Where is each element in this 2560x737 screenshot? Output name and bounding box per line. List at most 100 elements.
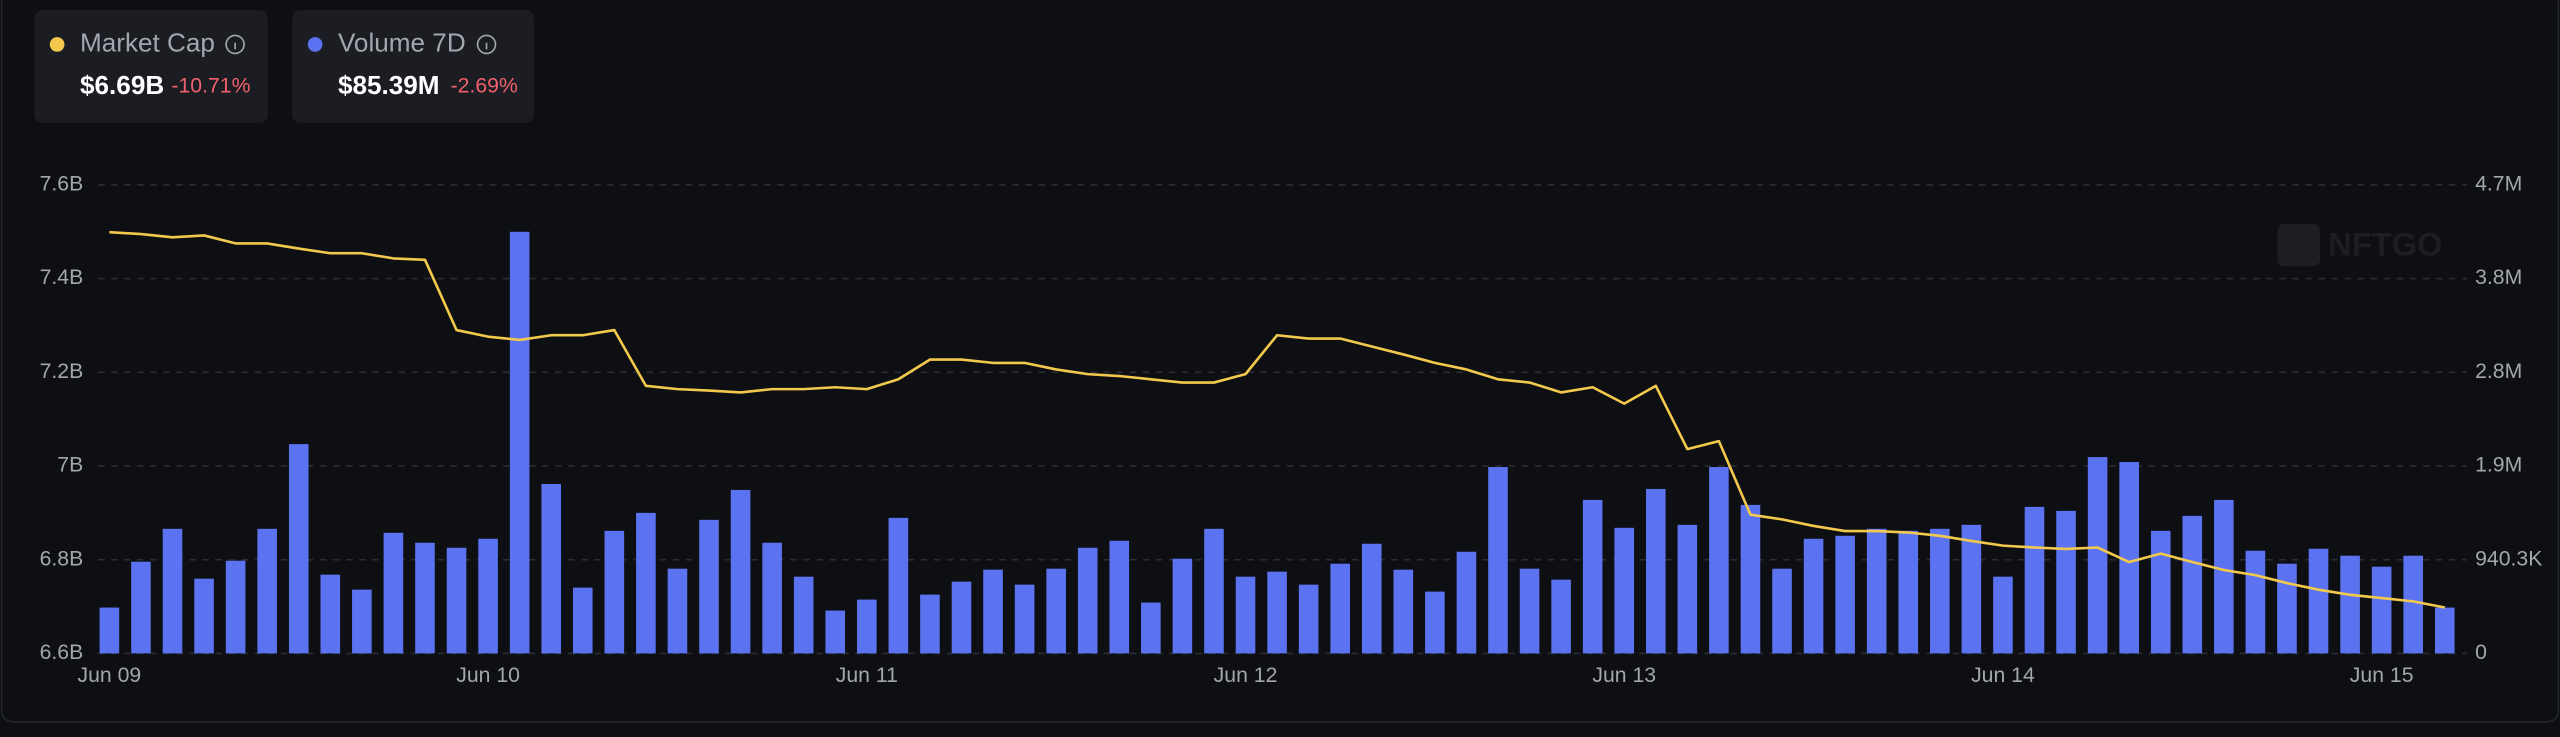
y2-tick-label: 3.8M	[2475, 266, 2522, 289]
bar	[1172, 558, 1193, 654]
bar	[1046, 568, 1066, 654]
card-bg	[292, 10, 534, 123]
x-tick-label: Jun 15	[2350, 664, 2414, 687]
bar	[2308, 548, 2329, 654]
y2-tick-label: 2.8M	[2475, 360, 2522, 383]
bar	[1109, 540, 1130, 654]
legend-dot	[49, 37, 65, 52]
info-icon[interactable]	[225, 34, 245, 55]
y-tick-label: 6.6B	[40, 641, 84, 664]
legend-label: Volume 7D	[338, 27, 466, 57]
bar	[131, 561, 151, 654]
bar	[541, 483, 562, 654]
bar	[1993, 576, 2013, 654]
bar	[509, 231, 530, 654]
bar	[2434, 607, 2455, 654]
bar	[604, 530, 625, 654]
bar	[352, 589, 372, 654]
bar	[857, 599, 877, 654]
y-tick-label: 7.2B	[40, 360, 84, 383]
bar	[1835, 535, 1855, 654]
bar	[572, 587, 593, 654]
watermark: NFTGO	[2328, 225, 2442, 262]
x-tick-label: Jun 12	[1214, 664, 1278, 687]
bar	[762, 542, 782, 654]
bar	[699, 519, 719, 654]
bar	[1361, 543, 1382, 654]
bar	[1645, 488, 1666, 654]
bar	[2182, 515, 2203, 654]
bar	[2087, 457, 2108, 654]
bar	[1740, 504, 1761, 654]
bar	[2024, 506, 2045, 654]
bar	[2214, 499, 2234, 654]
legend-change: -10.71%	[171, 74, 250, 97]
y2-tick-label: 4.7M	[2475, 172, 2522, 195]
bar	[667, 568, 688, 654]
legend-value: $6.69B	[80, 70, 164, 100]
legend-card[interactable]: Volume 7D $85.39M -2.69%	[292, 10, 534, 123]
bar	[2340, 555, 2360, 654]
bar	[1077, 547, 1098, 654]
bar	[478, 538, 498, 654]
bar	[1772, 568, 1792, 654]
bar	[1393, 569, 1414, 654]
bar	[825, 610, 846, 654]
x-tick-label: Jun 10	[456, 664, 520, 687]
bar	[1456, 551, 1477, 654]
bar	[1898, 530, 1919, 654]
x-tick-label: Jun 14	[1971, 664, 2035, 687]
plot: 6.6B 6.8B 7B 7.2B 7.4B 7.6B 0 940.3K 1.9M 2.8M 3.8…	[40, 172, 2543, 686]
card-bg	[34, 10, 268, 123]
bar	[99, 607, 120, 654]
info-icon[interactable]	[476, 34, 497, 55]
bar	[2150, 530, 2171, 654]
bar	[1298, 584, 1319, 654]
bar	[2403, 555, 2424, 654]
x-tick-label: Jun 11	[836, 664, 898, 687]
watermark-logo	[2277, 224, 2320, 267]
x-tick-label: Jun 13	[1592, 664, 1656, 687]
bar	[1961, 524, 1982, 654]
bar	[162, 528, 183, 654]
bar	[446, 547, 467, 654]
y2-tick-label: 0	[2475, 641, 2487, 664]
bar	[320, 574, 341, 654]
bar	[730, 489, 751, 654]
bar	[415, 542, 435, 654]
bar	[793, 576, 814, 654]
bar	[1582, 499, 1603, 654]
bar	[1866, 528, 1887, 654]
bar	[2371, 566, 2392, 654]
legend-change: -2.69%	[451, 74, 518, 97]
bar	[888, 517, 909, 654]
y-tick-label: 7.4B	[40, 266, 84, 289]
bar	[1551, 579, 1571, 654]
y-tick-label: 6.8B	[40, 547, 84, 570]
bar	[225, 560, 246, 654]
bar	[1709, 467, 1729, 654]
bar	[2119, 462, 2139, 654]
legend-label: Market Cap	[80, 27, 215, 57]
x-tick-label: Jun 09	[78, 664, 142, 687]
bar	[1488, 467, 1508, 654]
bar	[920, 594, 940, 654]
y-tick-label: 7.6B	[40, 172, 84, 195]
bar	[983, 569, 1003, 654]
bar	[1267, 571, 1287, 654]
bar	[1330, 563, 1350, 654]
bar	[1677, 524, 1698, 654]
legend-card[interactable]: Market Cap $6.69B -10.71%	[34, 10, 268, 123]
bar	[383, 532, 404, 654]
bar	[288, 444, 309, 654]
bar	[1425, 591, 1445, 654]
bar	[1614, 527, 1635, 654]
bar	[1803, 538, 1824, 654]
legend-dot	[307, 37, 323, 52]
bar	[1204, 528, 1224, 654]
y-tick-label: 7B	[57, 454, 83, 477]
bar	[194, 578, 214, 654]
